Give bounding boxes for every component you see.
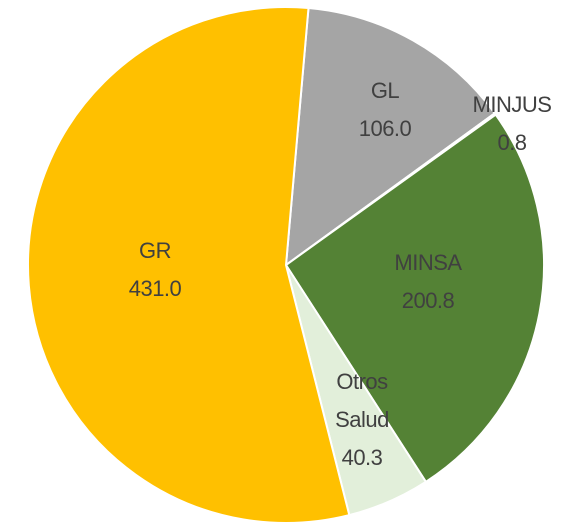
category-label: GL xyxy=(370,78,400,103)
value-label: 431.0 xyxy=(128,276,182,301)
value-label: 40.3 xyxy=(341,445,383,470)
pie-slice xyxy=(284,113,545,484)
category-label: GR xyxy=(139,238,172,263)
slice-label: Otros Salud 40.3 xyxy=(332,363,392,477)
value-label: 200.8 xyxy=(401,288,455,313)
category-label: Otros Salud xyxy=(335,369,389,432)
category-label: MINJUS xyxy=(472,92,552,117)
category-label: MINSA xyxy=(394,250,462,275)
value-label: 106.0 xyxy=(358,116,412,141)
slice-label: MINSA 200.8 xyxy=(373,244,483,320)
slice-label: GL 106.0 xyxy=(340,72,430,148)
pie-slice xyxy=(284,6,497,268)
slice-label: MINJUS 0.8 xyxy=(457,86,567,162)
slice-label: GR 431.0 xyxy=(110,232,200,308)
value-label: 0.8 xyxy=(497,130,527,155)
pie-slice xyxy=(27,6,351,524)
